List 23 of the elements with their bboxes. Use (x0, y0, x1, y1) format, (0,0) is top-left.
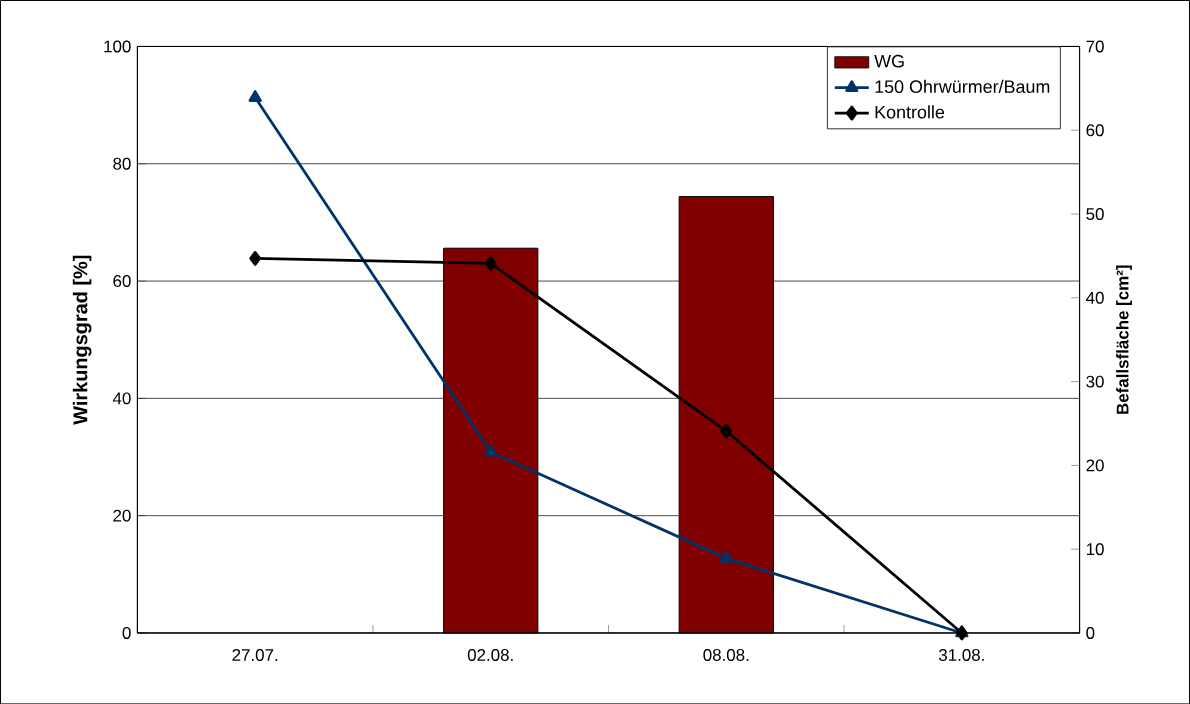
y2-tick-label: 30 (1086, 375, 1104, 388)
y-axis-title: Wirkungsgrad [%] (72, 255, 92, 425)
y2-tick-label: 50 (1086, 207, 1104, 220)
y-tick-label: 80 (113, 157, 131, 170)
y-tick-label: 20 (113, 509, 131, 522)
x-tick-label: 08.08. (703, 648, 749, 661)
y-tick-label: 40 (112, 392, 131, 405)
y2-tick-label: 20 (1086, 459, 1104, 472)
x-tick-label: 02.08. (467, 648, 513, 661)
legend-label: Kontrolle (875, 105, 945, 119)
y2-tick-label: 10 (1086, 543, 1104, 555)
y2-tick-label: 0 (1086, 626, 1095, 639)
y2-tick-label: 40 (1086, 291, 1104, 304)
y2-tick-label: 60 (1086, 124, 1104, 137)
y-tick-label: 100 (104, 40, 131, 53)
y-tick-label: 0 (122, 626, 131, 639)
y2-axis-title: Befallsfläche [cm²] (1116, 265, 1132, 414)
y2-tick-label: 70 (1086, 40, 1104, 53)
legend-label: WG (874, 54, 904, 68)
x-tick-label: 31.08. (938, 648, 984, 661)
legend-label: 150 Ohrwürmer/Baum (875, 79, 1050, 93)
y-tick-label: 60 (113, 274, 131, 287)
x-tick-label: 27.07. (232, 648, 278, 661)
